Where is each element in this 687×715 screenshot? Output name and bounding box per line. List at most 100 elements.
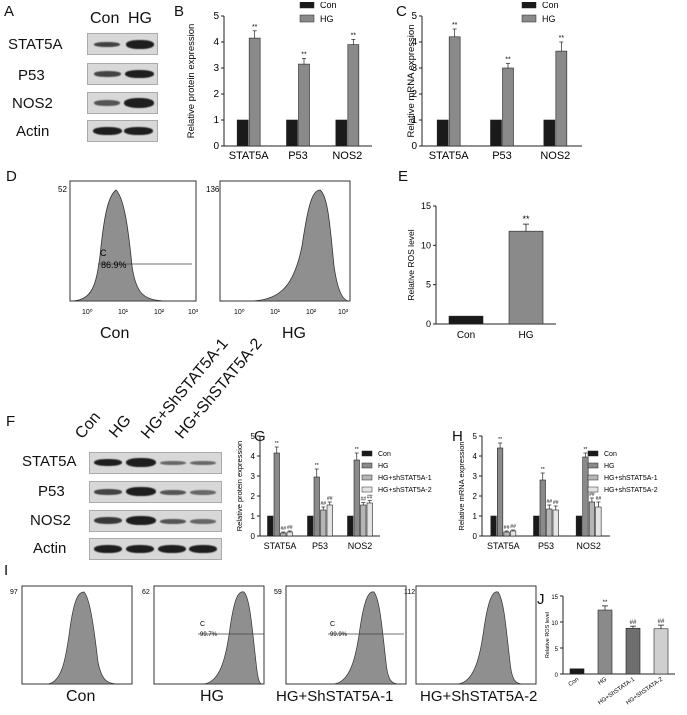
significance-mark: ## (596, 496, 602, 502)
y-axis-label: Relative protein expression (235, 441, 244, 531)
significance-mark: ** (275, 441, 279, 447)
significance-mark: ** (452, 22, 458, 29)
y-tick-label: 0 (411, 141, 417, 152)
flow-d-xtick: 10² (154, 309, 165, 316)
blot-a-lane-nos2 (87, 92, 158, 114)
flow-i-caption: HG (200, 688, 224, 705)
y-tick-label: 1 (473, 512, 478, 521)
bar (533, 515, 540, 537)
flow-d-right: 136 10⁰ 10¹ 10² 10³ (206, 180, 351, 316)
significance-mark: ## (553, 500, 559, 506)
flow-d-xtick: 10³ (188, 309, 199, 316)
flow-i-gate: C (200, 621, 205, 628)
significance-mark: ## (510, 524, 516, 530)
panel-label-i: I (4, 562, 9, 579)
flow-d-left-histogram (71, 189, 165, 302)
bar (248, 37, 261, 147)
bar (280, 532, 287, 537)
legend-label: Con (542, 2, 559, 10)
x-tick-label: P53 (492, 150, 512, 162)
legend-label: Con (320, 2, 337, 10)
panel-label-f: F (6, 413, 16, 430)
y-tick-label: 1 (251, 512, 256, 521)
significance-mark: ** (603, 600, 608, 606)
x-tick-label: Con (457, 330, 475, 341)
panel-label-b: B (174, 3, 185, 20)
legend-label: Con (604, 451, 617, 458)
x-tick-label: STAT5A (264, 541, 297, 551)
blot-f-lane-stat5a (89, 452, 222, 474)
bar (335, 119, 348, 147)
chart-e: 0 5 10 15 Relative ROS level Con ** HG (406, 201, 556, 341)
y-tick-label: 0 (251, 532, 256, 541)
bar (267, 515, 274, 537)
legend-label: HG+shSTAT5A-1 (378, 475, 432, 482)
x-tick-label: NOS2 (348, 541, 373, 551)
x-tick-label: P53 (312, 541, 328, 551)
bar (569, 668, 585, 675)
y-axis-label: Relative ROS level (545, 612, 551, 658)
y-tick-label: 5 (251, 432, 256, 441)
panel-label-a: A (4, 3, 15, 20)
bar (448, 36, 461, 147)
y-tick-label: 2 (411, 89, 417, 100)
x-tick-label: NOS2 (576, 541, 601, 551)
significance-mark: ** (583, 447, 587, 453)
y-tick-label: 3 (411, 63, 417, 74)
bar (625, 627, 641, 675)
panel-label-d: D (6, 168, 17, 185)
y-tick-label: 4 (213, 37, 219, 48)
legend-label: HG (542, 14, 556, 24)
blot-f-lane-actin (89, 538, 222, 560)
y-tick-label: 5 (213, 11, 219, 22)
legend-label: HG (320, 14, 334, 24)
bar (595, 506, 602, 537)
flow-i-caption: HG+ShSTAT5A-1 (276, 688, 394, 705)
y-axis-label: Relative mRNA expression (406, 25, 417, 138)
legend-swatch (587, 462, 599, 469)
flow-d-xtick: 10² (306, 309, 317, 316)
flow-d-xtick: 10⁰ (82, 308, 93, 316)
bar (326, 504, 333, 537)
y-tick-label: 10 (551, 621, 558, 627)
flow-d-left-ymax: 52 (58, 185, 67, 194)
y-axis-label: Relative protein expression (186, 24, 197, 139)
blot-f-row-label: P53 (38, 483, 65, 500)
flow-i-con: 97 (10, 585, 133, 685)
flow-d-xtick: 10¹ (270, 309, 281, 316)
bar (490, 515, 497, 537)
blot-a-row-label: P53 (18, 67, 45, 84)
significance-mark: ## (280, 526, 286, 532)
blot-f-lane-nos2 (89, 510, 222, 532)
y-tick-label: 5 (555, 647, 559, 653)
y-tick-label: 15 (421, 201, 431, 211)
bar (653, 628, 669, 675)
blot-a-lane-stat5a (87, 33, 158, 55)
x-tick-label: NOS2 (332, 150, 362, 162)
legend-label: Con (378, 451, 391, 458)
significance-mark: ## (589, 492, 595, 498)
bar (490, 119, 502, 147)
significance-mark: ## (504, 525, 510, 531)
y-tick-label: 1 (411, 115, 417, 126)
bar (366, 502, 373, 537)
significance-mark: ** (252, 24, 258, 31)
significance-mark: ## (327, 496, 333, 502)
flow-i-sh1: C 99.9% 59 (274, 585, 407, 685)
bar (286, 119, 298, 147)
bar (575, 515, 582, 537)
y-tick-label: 0 (213, 141, 219, 152)
blot-a-lane-p53 (87, 63, 158, 85)
y-tick-label: 0 (555, 673, 559, 679)
flow-d-caption-hg: HG (282, 325, 306, 342)
significance-mark: ** (559, 35, 565, 42)
legend-swatch (299, 2, 315, 9)
blot-a-row-label: NOS2 (12, 95, 53, 112)
legend-label: HG+shSTAT5A-2 (604, 487, 658, 494)
legend-swatch (361, 450, 373, 457)
flow-i-hg: C 99.7% 62 (142, 585, 265, 685)
y-tick-label: 2 (251, 492, 256, 501)
y-tick-label: 1 (213, 115, 219, 126)
y-tick-label: 3 (251, 472, 256, 481)
blot-f-header-con: Con (72, 408, 105, 443)
